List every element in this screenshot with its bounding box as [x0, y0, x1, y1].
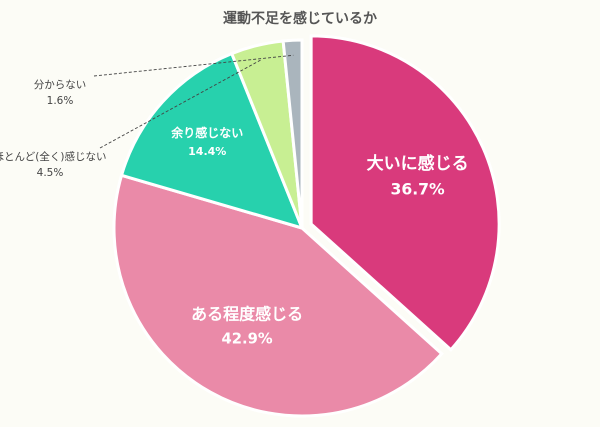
slice-value-label: 4.5%: [37, 167, 64, 179]
pie-slice: [309, 34, 501, 352]
slice-value-label: 36.7%: [391, 179, 446, 198]
slice-labels: 大いに感じる 36.7% ある程度感じる 42.9% 余り感じない 14.4% ほとんど(全…: [0, 79, 469, 347]
slice-value-label: 14.4%: [188, 145, 226, 158]
slice-value-label: 1.6%: [47, 95, 74, 107]
pie-slice: [281, 38, 304, 229]
slice-category-label: 分からない: [34, 79, 87, 91]
leader-lines: [93, 54, 294, 149]
chart-title: 運動不足を感じているか: [223, 11, 377, 27]
slice-category-label: ほとんど(全く)感じない: [0, 150, 106, 163]
slice-category-label: ある程度感じる: [191, 304, 303, 323]
slice-value-label: 42.9%: [222, 330, 273, 347]
pie-slice: [112, 173, 444, 418]
leader-line: [93, 54, 294, 77]
slice-category-label: 大いに感じる: [367, 153, 469, 174]
pie-slice: [119, 51, 305, 231]
pie-slices: [112, 34, 501, 418]
leader-line: [99, 59, 261, 149]
slice-category-label: 余り感じない: [170, 125, 243, 140]
